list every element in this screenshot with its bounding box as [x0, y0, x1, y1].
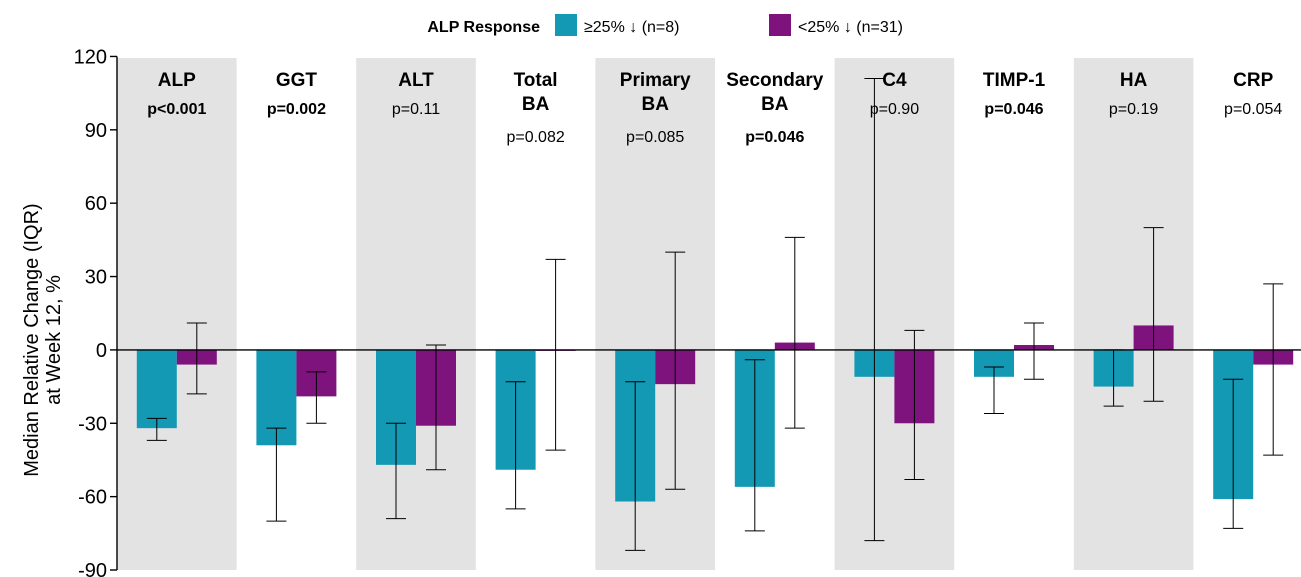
- p-value-label: p=0.054: [1224, 101, 1282, 118]
- category-shading-c4: [834, 58, 955, 570]
- legend-label-low-response: <25% ↓ (n=31): [798, 19, 903, 36]
- error-bar: [426, 344, 446, 471]
- p-value-label: p=0.90: [870, 101, 919, 118]
- error-bar: [266, 427, 287, 522]
- category-label: ALP: [158, 70, 196, 91]
- category-label: Total: [514, 70, 558, 91]
- error-bar: [1223, 378, 1244, 529]
- bar: [136, 349, 177, 429]
- error-bar: [744, 359, 765, 532]
- category-shading-layer: [117, 58, 1194, 570]
- category-label: BA: [641, 94, 669, 115]
- y-tick-label: 120: [74, 46, 107, 68]
- y-tick-label: -60: [78, 487, 107, 509]
- y-axis: 120 90 60 30 0 -30 -60 -90: [74, 46, 118, 577]
- category-label: Primary: [620, 70, 691, 91]
- p-value-label: p<0.001: [147, 101, 206, 118]
- error-bar: [146, 417, 167, 441]
- p-value-label: p=0.11: [392, 101, 440, 118]
- y-tick-label: -90: [78, 560, 107, 577]
- category-label: Secondary: [726, 70, 824, 91]
- legend-swatch-low-response: [769, 14, 791, 36]
- error-bar: [904, 329, 925, 481]
- category-label: ALT: [398, 70, 434, 91]
- category-label: C4: [882, 70, 907, 91]
- category-label: CRP: [1233, 70, 1273, 91]
- y-axis-label: Median Relative Change (IQR) at Week 12,…: [21, 203, 65, 476]
- error-bar: [784, 236, 805, 429]
- p-value-label: p=0.046: [984, 101, 1043, 118]
- category-label: BA: [761, 94, 789, 115]
- legend: ALP Response ≥25% ↓ (n=8) <25% ↓ (n=31): [427, 14, 903, 36]
- p-value-label: p=0.002: [267, 101, 326, 118]
- error-bar: [984, 366, 1004, 414]
- error-bar: [386, 422, 406, 520]
- category-label: TIMP-1: [983, 70, 1046, 91]
- error-bar: [864, 77, 885, 542]
- y-tick-label: 0: [96, 340, 107, 362]
- y-tick-label: 60: [85, 193, 107, 215]
- category-shading-alp: [117, 58, 237, 570]
- legend-title: ALP Response: [427, 19, 540, 36]
- category-shading-ha: [1073, 58, 1194, 570]
- legend-label-high-response: ≥25% ↓ (n=8): [584, 19, 680, 36]
- error-bar: [625, 381, 646, 551]
- y-tick-label: 90: [85, 120, 107, 142]
- category-label: GGT: [276, 70, 318, 91]
- error-bar: [505, 381, 526, 510]
- p-value-label: p=0.19: [1109, 101, 1158, 118]
- y-tick-label: 30: [85, 267, 107, 289]
- y-tick-label: -30: [78, 413, 107, 435]
- category-shading-alt: [356, 58, 476, 570]
- p-value-label: p=0.046: [745, 129, 804, 146]
- y-axis-label-line-2: at Week 12, %: [43, 275, 65, 405]
- error-bar: [1263, 283, 1284, 456]
- p-value-label: p=0.085: [626, 129, 684, 146]
- category-headers: ALP p<0.001 GGT p=0.002 ALT p=0.11 Total BA p=0.…: [147, 70, 1282, 146]
- error-bar: [186, 322, 207, 395]
- p-value-label: p=0.082: [506, 129, 564, 146]
- error-bar: [306, 371, 327, 424]
- error-bars-layer: [146, 77, 1284, 551]
- error-bar: [545, 258, 566, 451]
- y-axis-label-line-1: Median Relative Change (IQR): [21, 203, 43, 476]
- error-bar: [665, 251, 686, 490]
- category-label: BA: [522, 94, 550, 115]
- category-label: HA: [1120, 70, 1148, 91]
- error-bar: [1143, 227, 1164, 402]
- error-bar: [1024, 322, 1044, 380]
- legend-swatch-high-response: [555, 14, 577, 36]
